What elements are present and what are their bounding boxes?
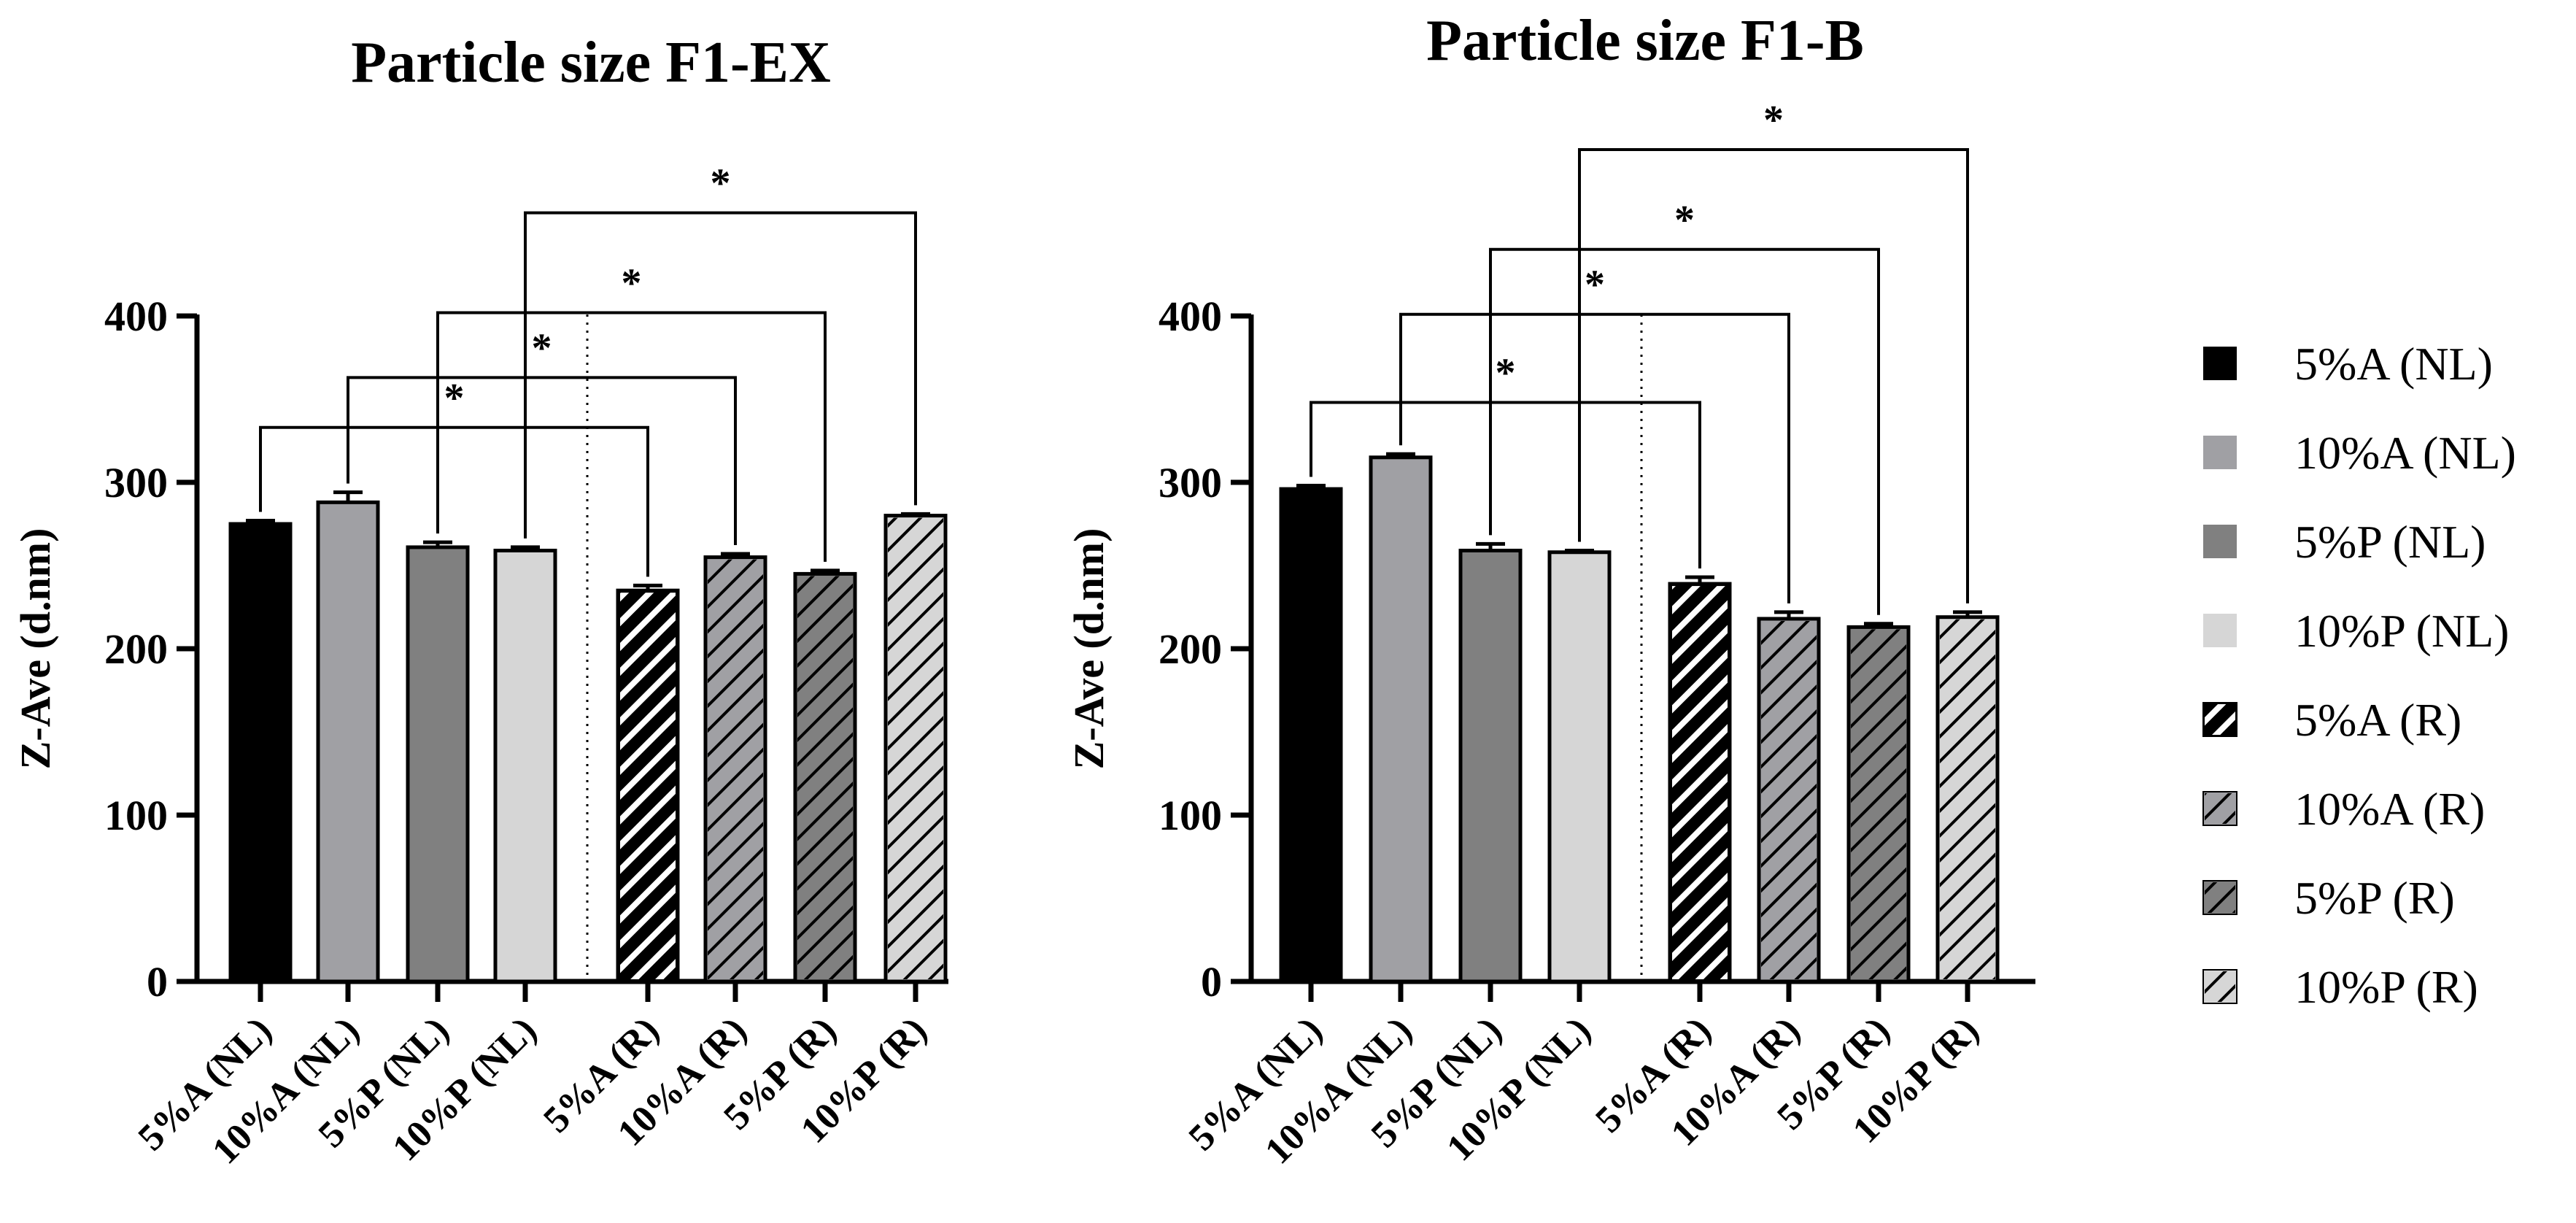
bar-5pctp-r-hatch [1851,629,1906,979]
y-tick-label: 100 [104,792,168,839]
legend-5pcta-nl-label: 5%A (NL) [2294,338,2493,390]
y-tick-label: 200 [104,625,168,673]
significance-bracket [524,211,917,539]
significance-star: * [622,261,642,306]
legend-5pctp-nl-swatch [2203,525,2237,558]
y-tick-label: 200 [1159,625,1222,673]
significance-star: * [1496,351,1516,396]
legend-10pctp-nl-label: 10%P (NL) [2294,605,2509,657]
legend-10pcta-nl-swatch [2203,436,2237,469]
bar-10pctp-r-hatch [888,517,943,979]
bar-5pctp-nl [1458,548,1523,984]
significance-star: * [1763,98,1784,143]
legend-5pctp-r-label: 5%P (R) [2294,872,2455,924]
significance-bracket [1399,312,1790,603]
significance-bracket [259,425,649,577]
y-axis-label: Z-Ave (d.nm) [1065,528,1113,770]
chart-title: Particle size F1-B [1426,9,1864,73]
y-tick-label: 400 [104,293,168,340]
significance-bracket [1489,247,1880,615]
legend-10pctp-nl-swatch [2203,614,2237,647]
bar-10pcta-nl [316,500,380,984]
bar-10pctp-nl [493,548,557,984]
significance-star: * [532,325,552,371]
significance-star: * [444,376,465,421]
bar-10pcta-r-hatch [1761,620,1817,979]
bar-10pctp-nl [1547,550,1612,984]
bar-5pctp-r-hatch [797,576,853,979]
significance-bracket [1578,148,1969,603]
legend-5pcta-r-swatch-hatch [2205,704,2235,735]
significance-star: * [1585,263,1605,308]
bar-10pcta-r-hatch [708,559,763,979]
bar-10pcta-nl [1369,455,1433,984]
y-tick-label: 0 [147,958,168,1006]
bar-10pctp-r-hatch [1940,619,1995,979]
y-axis-label: Z-Ave (d.nm) [12,528,59,770]
bar-5pctp-nl [406,545,470,984]
bar-5pcta-r-hatch [620,593,676,979]
legend-5pcta-r-label: 5%A (R) [2294,694,2461,746]
significance-bracket [436,311,827,562]
legend-5pcta-nl-swatch [2203,347,2237,380]
bar-5pcta-nl [228,522,293,984]
legend-10pctp-r-label: 10%P (R) [2294,961,2478,1013]
legend-5pctp-r-swatch-hatch [2205,882,2235,913]
significance-bracket [347,376,737,546]
y-tick-label: 0 [1201,958,1222,1006]
legend: 5%A (NL) 10%A (NL) 5%P (NL) 10%P (NL) 5%A (R… [2202,338,2516,1013]
significance-bracket [1310,401,1701,568]
chart-f1-b: Particle size F1-B Z-Ave (d.nm) 0 100 200 300… [1065,9,2035,1172]
bar-5pcta-r-hatch [1672,586,1728,979]
legend-10pcta-r-swatch-hatch [2205,793,2235,824]
chart-f1-ex: Particle size F1-EX Z-Ave (d.nm) 0 100 200 30… [12,31,948,1172]
y-tick-label: 100 [1159,792,1222,839]
significance-star: * [1674,198,1695,243]
y-tick-label: 300 [1159,459,1222,506]
legend-10pcta-nl-label: 10%A (NL) [2294,427,2516,479]
legend-10pcta-r-label: 10%A (R) [2294,783,2485,835]
legend-10pctp-r-swatch-hatch [2205,971,2235,1002]
bar-5pcta-nl [1279,487,1343,984]
y-tick-label: 400 [1159,293,1222,340]
legend-5pctp-nl-label: 5%P (NL) [2294,516,2486,568]
chart-title: Particle size F1-EX [351,31,831,95]
y-tick-label: 300 [104,459,168,506]
significance-star: * [711,161,731,207]
